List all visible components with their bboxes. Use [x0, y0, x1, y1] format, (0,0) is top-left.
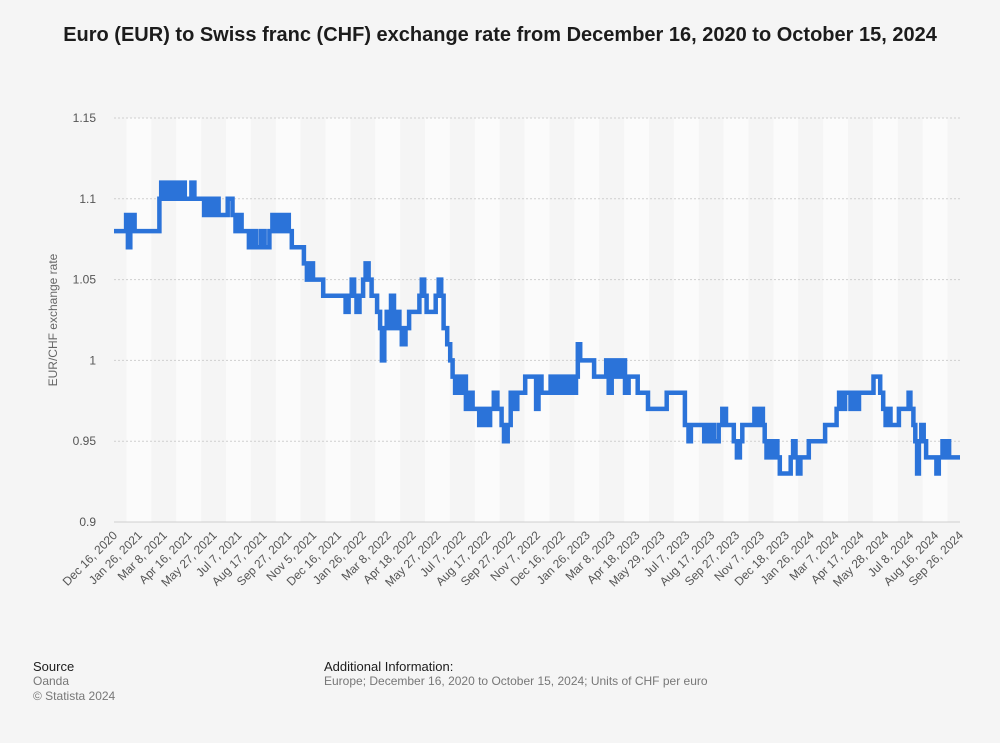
source-heading: Source	[33, 659, 75, 674]
info-heading: Additional Information:	[324, 659, 454, 674]
plot-band	[723, 118, 749, 522]
chart-title: Euro (EUR) to Swiss franc (CHF) exchange…	[63, 24, 937, 46]
y-tick-label: 1.05	[73, 273, 97, 287]
plot-band	[574, 118, 600, 522]
plot-band	[773, 118, 799, 522]
source-block: Source Oanda © Statista 2024	[33, 659, 115, 704]
y-tick-label: 1.1	[79, 192, 96, 206]
y-tick-label: 0.95	[73, 434, 97, 448]
info-text: Europe; December 16, 2020 to October 15,…	[324, 674, 708, 688]
plot-band	[325, 118, 351, 522]
plot-band	[275, 118, 301, 522]
plot-band	[524, 118, 550, 522]
y-tick-label: 1.15	[73, 111, 97, 125]
plot-band	[225, 118, 251, 522]
plot-band	[673, 118, 699, 522]
plot-band	[872, 118, 898, 522]
y-tick-label: 0.9	[79, 515, 96, 529]
plot-band	[126, 118, 152, 522]
y-axis-ticks: 0.9 0.95 1 1.05 1.1 1.15	[73, 111, 97, 529]
plot-band	[823, 118, 849, 522]
series-line-eur-chf	[114, 180, 960, 476]
y-axis-label: EUR/CHF exchange rate	[46, 253, 60, 386]
plot-band	[425, 118, 450, 522]
gridlines	[114, 117, 960, 523]
y-tick-label: 1	[89, 353, 96, 367]
plot-band	[474, 118, 500, 522]
plot-band	[624, 118, 649, 522]
additional-info-block: Additional Information: Europe; December…	[324, 659, 708, 689]
copyright: © Statista 2024	[33, 689, 116, 703]
plot-band	[176, 118, 202, 522]
source-name: Oanda	[33, 674, 70, 688]
